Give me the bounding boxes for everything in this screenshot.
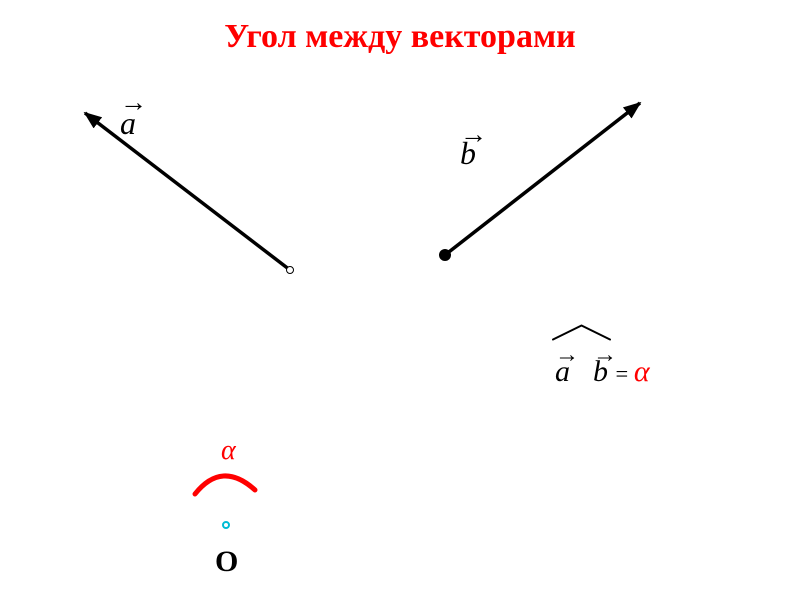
vector-a-line <box>85 113 290 270</box>
formula-hat <box>553 326 610 340</box>
formula-a-overarrow: → <box>555 342 579 369</box>
vector-b-tail-dot <box>439 249 451 261</box>
vector-a-tail-dot <box>287 267 294 274</box>
formula-eq: = <box>616 361 634 386</box>
vector-b-label: → b <box>460 135 476 172</box>
alpha-arc <box>195 476 255 494</box>
alpha-label-text: α <box>221 435 236 466</box>
alpha-label: α <box>221 435 236 467</box>
origin-label-text: O <box>215 545 238 578</box>
vector-a-label: → a <box>120 105 136 142</box>
origin-label: O <box>215 545 238 579</box>
vector-b-overarrow: → <box>460 119 487 150</box>
formula-b-overarrow: → <box>593 342 617 369</box>
origin-dot <box>223 522 229 528</box>
angle-formula: → a → b = α <box>555 355 650 389</box>
vector-a-overarrow: → <box>120 87 147 118</box>
formula-alpha: α <box>634 355 650 388</box>
